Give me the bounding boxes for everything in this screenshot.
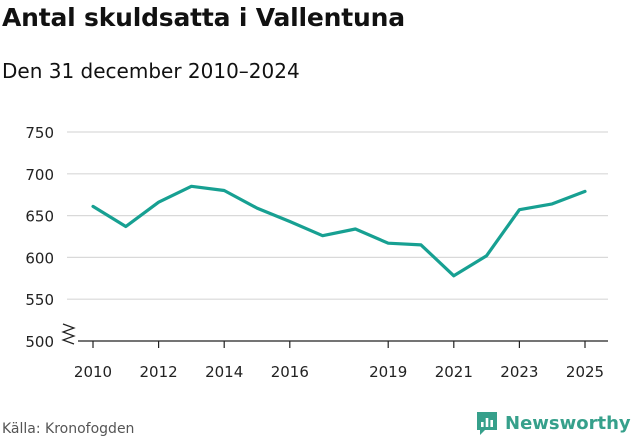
y-tick-label: 700 [25, 166, 54, 184]
y-tick-label: 650 [25, 208, 54, 226]
x-tick-label: 2019 [369, 363, 407, 381]
x-tick-label: 2012 [140, 363, 178, 381]
brand-logo: Newsworthy [475, 408, 631, 438]
x-tick-label: 2021 [435, 363, 473, 381]
x-tick-label: 2016 [271, 363, 309, 381]
chart-subtitle: Den 31 december 2010–2024 [2, 59, 300, 83]
source-note: Källa: Kronofogden [2, 421, 135, 437]
x-tick-label: 2025 [566, 363, 604, 381]
y-tick-label: 500 [25, 333, 54, 351]
y-tick-label: 750 [25, 124, 54, 142]
x-tick-label: 2023 [500, 363, 538, 381]
x-tick-label: 2010 [74, 363, 112, 381]
newsworthy-icon [477, 412, 497, 435]
axis-break-mark [61, 323, 76, 345]
y-tick-label: 550 [25, 291, 54, 309]
series-line [91, 184, 587, 278]
line-chart: 500 550 600 650 700 750 2010 2012 2014 2016 2019 20… [25, 124, 608, 381]
chart-title: Antal skuldsatta i Vallentuna [2, 3, 405, 32]
y-tick-label: 600 [25, 249, 54, 267]
x-tick-label: 2014 [205, 363, 243, 381]
brand-name: Newsworthy [505, 412, 631, 434]
